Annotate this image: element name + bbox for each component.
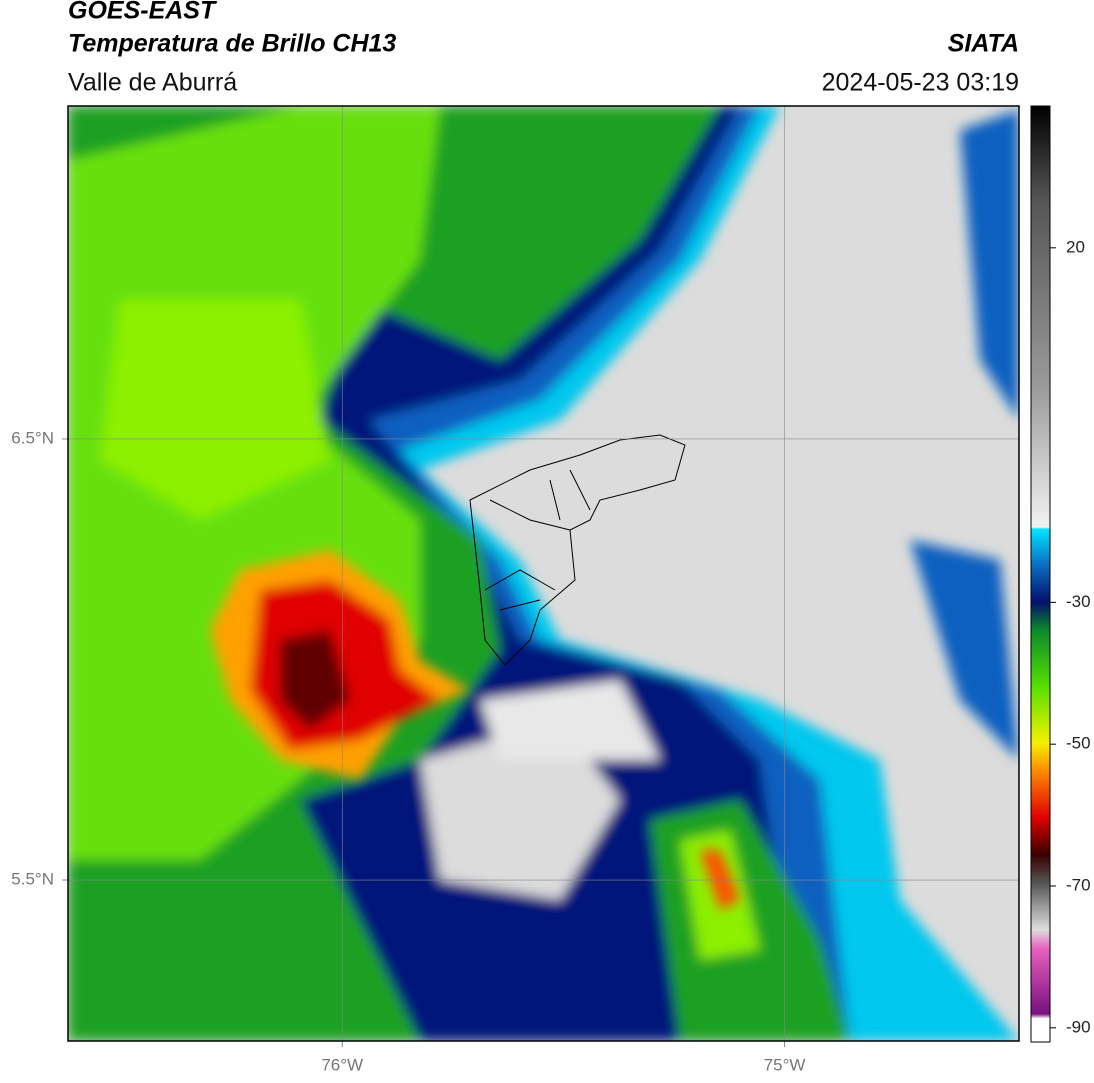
lat-tick-label: 5.5°N — [11, 870, 54, 889]
colorbar-tick-label: -70 — [1066, 875, 1091, 894]
lon-tick-label: 76°W — [321, 1055, 363, 1074]
source: SIATA — [948, 30, 1019, 58]
colorbar-tick-label: -90 — [1066, 1017, 1091, 1036]
colorbar-tick-label: -50 — [1066, 734, 1091, 753]
colorbar-tick-label: 20 — [1066, 237, 1085, 256]
lat-tick-label: 6.5°N — [11, 428, 54, 447]
colorbar — [1030, 105, 1051, 1043]
subtitle: Temperatura de Brillo CH13 — [68, 30, 396, 58]
satellite-image — [68, 106, 1019, 1041]
map-frame — [67, 105, 1020, 1042]
graticule: 76°W 75°W 6.5°N 5.5°N — [11, 106, 1019, 1074]
title: GOES-EAST — [68, 0, 218, 25]
region: Valle de Aburrá — [68, 69, 237, 97]
lon-tick-label: 75°W — [764, 1055, 806, 1074]
datetime: 2024-05-23 03:19 — [822, 69, 1019, 97]
colorbar-tick-label: -30 — [1066, 592, 1091, 611]
